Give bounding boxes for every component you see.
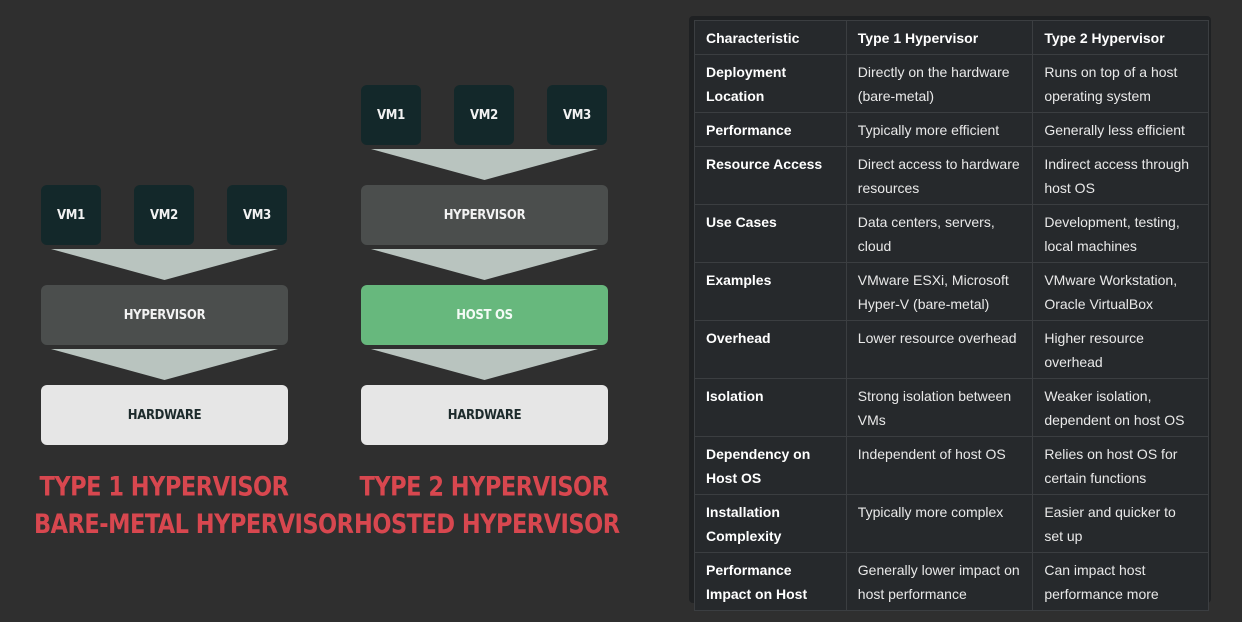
characteristic-cell: Resource Access	[694, 146, 847, 205]
type1-vm2-box: VM2	[134, 185, 194, 245]
type1-arrow-2	[41, 349, 288, 381]
column-header: Type 1 Hypervisor	[845, 20, 1034, 55]
type1-cell: Strong isolation between VMs	[845, 378, 1034, 437]
type2-arrow-3	[361, 349, 608, 381]
type1-cell: Data centers, servers, cloud	[845, 204, 1034, 263]
type1-cell: Typically more complex	[845, 494, 1034, 553]
type1-caption-line2: BARE-METAL HYPERVISOR	[34, 508, 354, 540]
type2-cell: Generally less efficient	[1032, 112, 1209, 147]
type1-cell: Direct access to hardware resources	[845, 146, 1034, 205]
table-row: Resource Access Direct access to hardwar…	[694, 146, 1209, 205]
type2-cell: Development, testing, local machines	[1032, 204, 1209, 263]
type2-cell: Can impact host performance more	[1032, 552, 1209, 611]
type2-hardware-box: HARDWARE	[361, 385, 608, 445]
type1-arrow-1	[41, 249, 288, 281]
characteristic-cell: Dependency on Host OS	[694, 436, 847, 495]
table-row: Isolation Strong isolation between VMs W…	[694, 378, 1209, 437]
type1-vm1-box: VM1	[41, 185, 101, 245]
table-header-row: Characteristic Type 1 Hypervisor Type 2 …	[694, 20, 1209, 55]
type2-cell: Relies on host OS for certain functions	[1032, 436, 1209, 495]
type2-cell: Weaker isolation, dependent on host OS	[1032, 378, 1209, 437]
type2-cell: VMware Workstation, Oracle VirtualBox	[1032, 262, 1209, 321]
type2-caption-line1: TYPE 2 HYPERVISOR	[359, 470, 609, 502]
characteristic-cell: Installation Complexity	[694, 494, 847, 553]
type1-cell: VMware ESXi, Microsoft Hyper-V (bare-met…	[845, 262, 1034, 321]
type1-vm3-box: VM3	[227, 185, 287, 245]
comparison-table: Characteristic Type 1 Hypervisor Type 2 …	[694, 20, 1209, 611]
characteristic-cell: Use Cases	[694, 204, 847, 263]
characteristic-cell: Isolation	[694, 378, 847, 437]
characteristic-cell: Deployment Location	[694, 54, 847, 113]
table-row: Installation Complexity Typically more c…	[694, 494, 1209, 553]
characteristic-cell: Examples	[694, 262, 847, 321]
type2-cell: Easier and quicker to set up	[1032, 494, 1209, 553]
table-row: Examples VMware ESXi, Microsoft Hyper-V …	[694, 262, 1209, 321]
column-header: Characteristic	[694, 20, 847, 55]
type2-cell: Higher resource overhead	[1032, 320, 1209, 379]
characteristic-cell: Performance	[694, 112, 847, 147]
characteristic-cell: Performance Impact on Host	[694, 552, 847, 611]
table-row: Performance Impact on Host Generally low…	[694, 552, 1209, 611]
type2-cell: Indirect access through host OS	[1032, 146, 1209, 205]
type1-hypervisor-box: HYPERVISOR	[41, 285, 288, 345]
table-row: Dependency on Host OS Independent of hos…	[694, 436, 1209, 495]
type2-arrow-2	[361, 249, 608, 281]
table-row: Overhead Lower resource overhead Higher …	[694, 320, 1209, 379]
type2-vm3-box: VM3	[547, 85, 607, 145]
comparison-table-container: Characteristic Type 1 Hypervisor Type 2 …	[689, 16, 1211, 611]
hypervisor-diagram: VM1 VM2 VM3 HYPERVISOR HARDWARE TYPE 1 H…	[34, 85, 620, 543]
type2-cell: Runs on top of a host operating system	[1032, 54, 1209, 113]
type1-cell: Generally lower impact on host performan…	[845, 552, 1034, 611]
characteristic-cell: Overhead	[694, 320, 847, 379]
table-row: Deployment Location Directly on the hard…	[694, 54, 1209, 113]
table-row: Performance Typically more efficient Gen…	[694, 112, 1209, 147]
type2-caption: TYPE 2 HYPERVISOR HOSTED HYPERVISOR	[354, 467, 620, 543]
column-header: Type 2 Hypervisor	[1032, 20, 1209, 55]
type1-cell: Lower resource overhead	[845, 320, 1034, 379]
type2-vm1-box: VM1	[361, 85, 421, 145]
type2-hypervisor-box: HYPERVISOR	[361, 185, 608, 245]
type2-caption-line2: HOSTED HYPERVISOR	[354, 508, 620, 540]
type1-cell: Independent of host OS	[845, 436, 1034, 495]
type1-cell: Directly on the hardware (bare-metal)	[845, 54, 1034, 113]
type1-caption: TYPE 1 HYPERVISOR BARE-METAL HYPERVISOR	[34, 467, 354, 543]
type1-cell: Typically more efficient	[845, 112, 1034, 147]
table-row: Use Cases Data centers, servers, cloud D…	[694, 204, 1209, 263]
type1-caption-line1: TYPE 1 HYPERVISOR	[39, 470, 289, 502]
type1-hardware-box: HARDWARE	[41, 385, 288, 445]
type2-vm2-box: VM2	[454, 85, 514, 145]
type2-host-os-box: HOST OS	[361, 285, 608, 345]
type2-arrow-1	[361, 149, 608, 181]
